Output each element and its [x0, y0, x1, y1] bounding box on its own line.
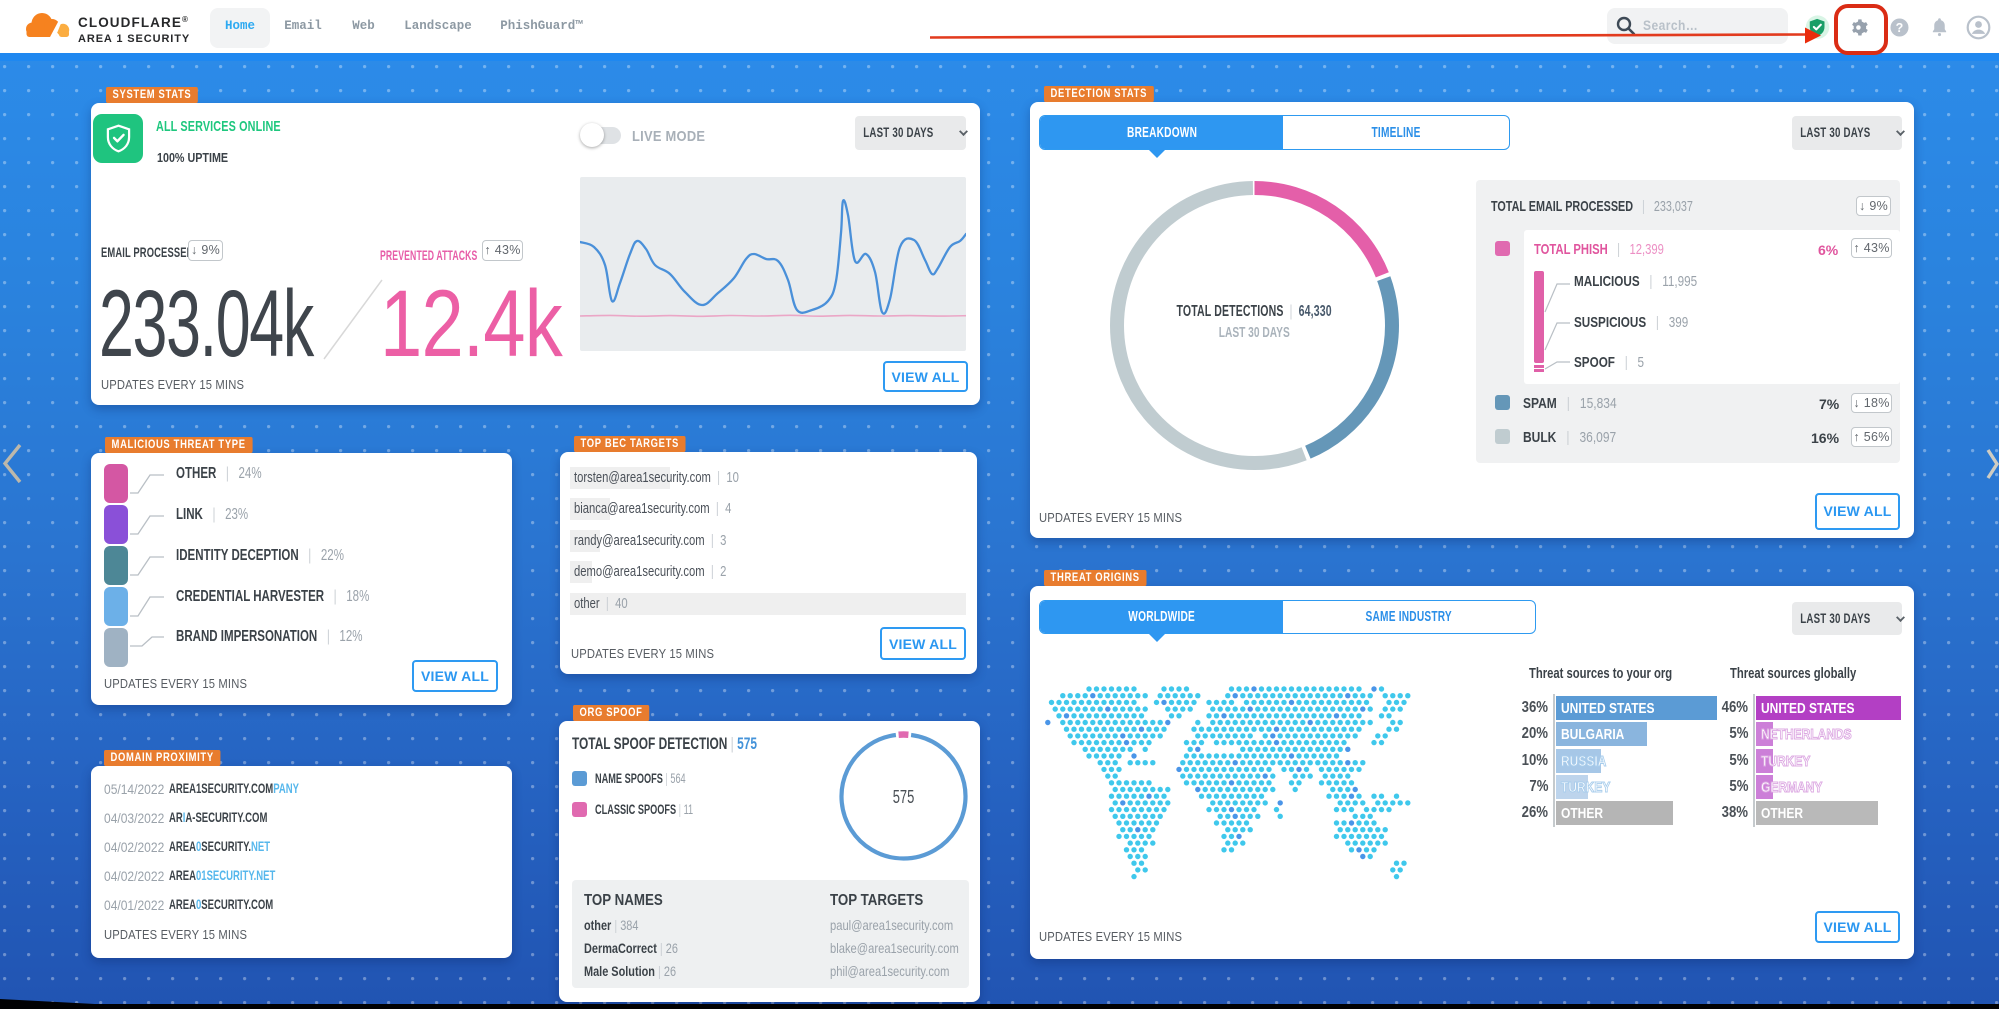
svg-text:?: ?: [1896, 21, 1904, 35]
svg-text:575: 575: [893, 788, 915, 808]
